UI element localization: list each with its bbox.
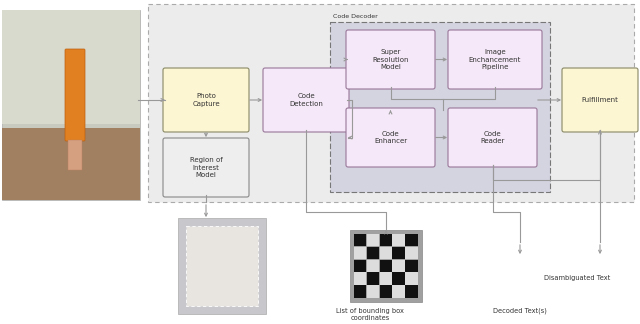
FancyBboxPatch shape	[346, 108, 435, 167]
Bar	[354, 260, 366, 272]
Bar	[367, 272, 379, 285]
Bar	[354, 272, 366, 285]
Text: Code
Reader: Code Reader	[480, 131, 505, 144]
Bar	[367, 285, 379, 297]
Bar	[405, 272, 417, 285]
Text: Image
Enchancement
Pipeline: Image Enchancement Pipeline	[469, 49, 521, 70]
Bar	[367, 234, 379, 246]
Text: Super
Resolution
Model: Super Resolution Model	[372, 49, 409, 70]
Text: Photo
Capture: Photo Capture	[192, 93, 220, 107]
FancyBboxPatch shape	[163, 138, 249, 197]
Text: Code
Enhancer: Code Enhancer	[374, 131, 407, 144]
FancyBboxPatch shape	[263, 68, 349, 132]
Bar	[178, 218, 266, 314]
Text: Decoded Text(s): Decoded Text(s)	[493, 308, 547, 315]
FancyBboxPatch shape	[65, 49, 85, 141]
Bar	[392, 234, 404, 246]
Bar	[367, 260, 379, 272]
Text: Region of
Interest
Model: Region of Interest Model	[189, 157, 222, 178]
Bar	[380, 285, 392, 297]
FancyBboxPatch shape	[346, 30, 435, 89]
Bar	[350, 230, 422, 302]
Bar	[405, 285, 417, 297]
Bar	[380, 272, 392, 285]
Bar	[405, 247, 417, 259]
Bar	[2, 10, 140, 200]
Text: Code Decoder: Code Decoder	[333, 14, 378, 19]
Bar	[380, 234, 392, 246]
Bar	[392, 260, 404, 272]
Bar	[330, 22, 550, 192]
Bar	[367, 247, 379, 259]
FancyBboxPatch shape	[163, 68, 249, 132]
Bar	[2, 128, 140, 200]
Bar	[68, 140, 82, 170]
Text: Fulfillment: Fulfillment	[582, 97, 618, 103]
FancyBboxPatch shape	[448, 108, 537, 167]
Bar	[354, 285, 366, 297]
Bar	[405, 260, 417, 272]
Bar	[2, 10, 140, 124]
FancyBboxPatch shape	[448, 30, 542, 89]
Bar	[354, 234, 366, 246]
Text: List of bounding box
coordinates: List of bounding box coordinates	[336, 308, 404, 321]
Bar	[380, 247, 392, 259]
Text: Disambiguated Text: Disambiguated Text	[544, 275, 610, 281]
Bar	[186, 226, 258, 306]
Bar	[148, 4, 634, 202]
Bar	[380, 260, 392, 272]
Bar	[354, 247, 366, 259]
Bar	[392, 272, 404, 285]
FancyBboxPatch shape	[562, 68, 638, 132]
Text: Code
Detection: Code Detection	[289, 93, 323, 107]
Bar	[392, 285, 404, 297]
Bar	[392, 247, 404, 259]
Bar	[405, 234, 417, 246]
